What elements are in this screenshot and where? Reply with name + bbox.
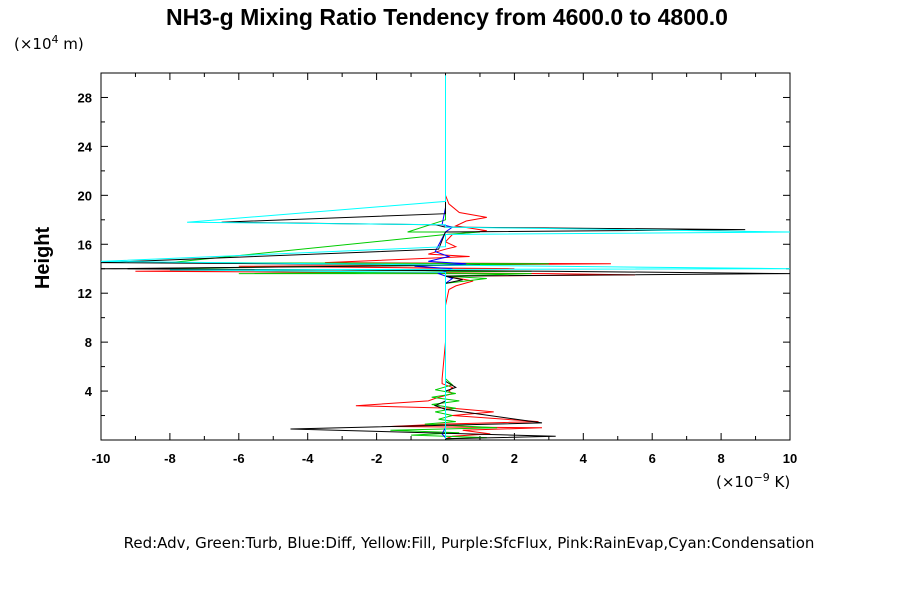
y-axis-label: Height: [32, 227, 54, 290]
x-tick-label: 10: [783, 451, 797, 466]
y-tick-label: 16: [78, 237, 92, 252]
x-tick-label: 8: [717, 451, 724, 466]
x-tick-label: -2: [371, 451, 383, 466]
y-tick-label: 28: [78, 90, 92, 105]
x-tick-label: -10: [92, 451, 111, 466]
y-tick-label: 24: [78, 139, 93, 154]
series-line-condensation: [100, 75, 791, 439]
legend: Red:Adv, Green:Turb, Blue:Diff, Yellow:F…: [124, 534, 815, 552]
y-tick-label: 20: [78, 188, 92, 203]
x-tick-label: 6: [649, 451, 656, 466]
x-tick-label: -6: [233, 451, 245, 466]
series-line-total: [100, 75, 791, 440]
y-tick-label: 4: [85, 384, 93, 399]
x-tick-label: 2: [511, 451, 518, 466]
y-axis-unit: (×104 m): [14, 33, 84, 53]
x-tick-label: 4: [580, 451, 588, 466]
y-tick-label: 12: [78, 286, 92, 301]
chart-title: NH3-g Mixing Ratio Tendency from 4600.0 …: [166, 4, 728, 30]
x-tick-label: -8: [164, 451, 176, 466]
x-tick-label: 0: [442, 451, 449, 466]
x-axis-unit: (×10−9 K): [716, 471, 790, 491]
x-tick-label: -4: [302, 451, 314, 466]
y-tick-label: 8: [85, 335, 92, 350]
